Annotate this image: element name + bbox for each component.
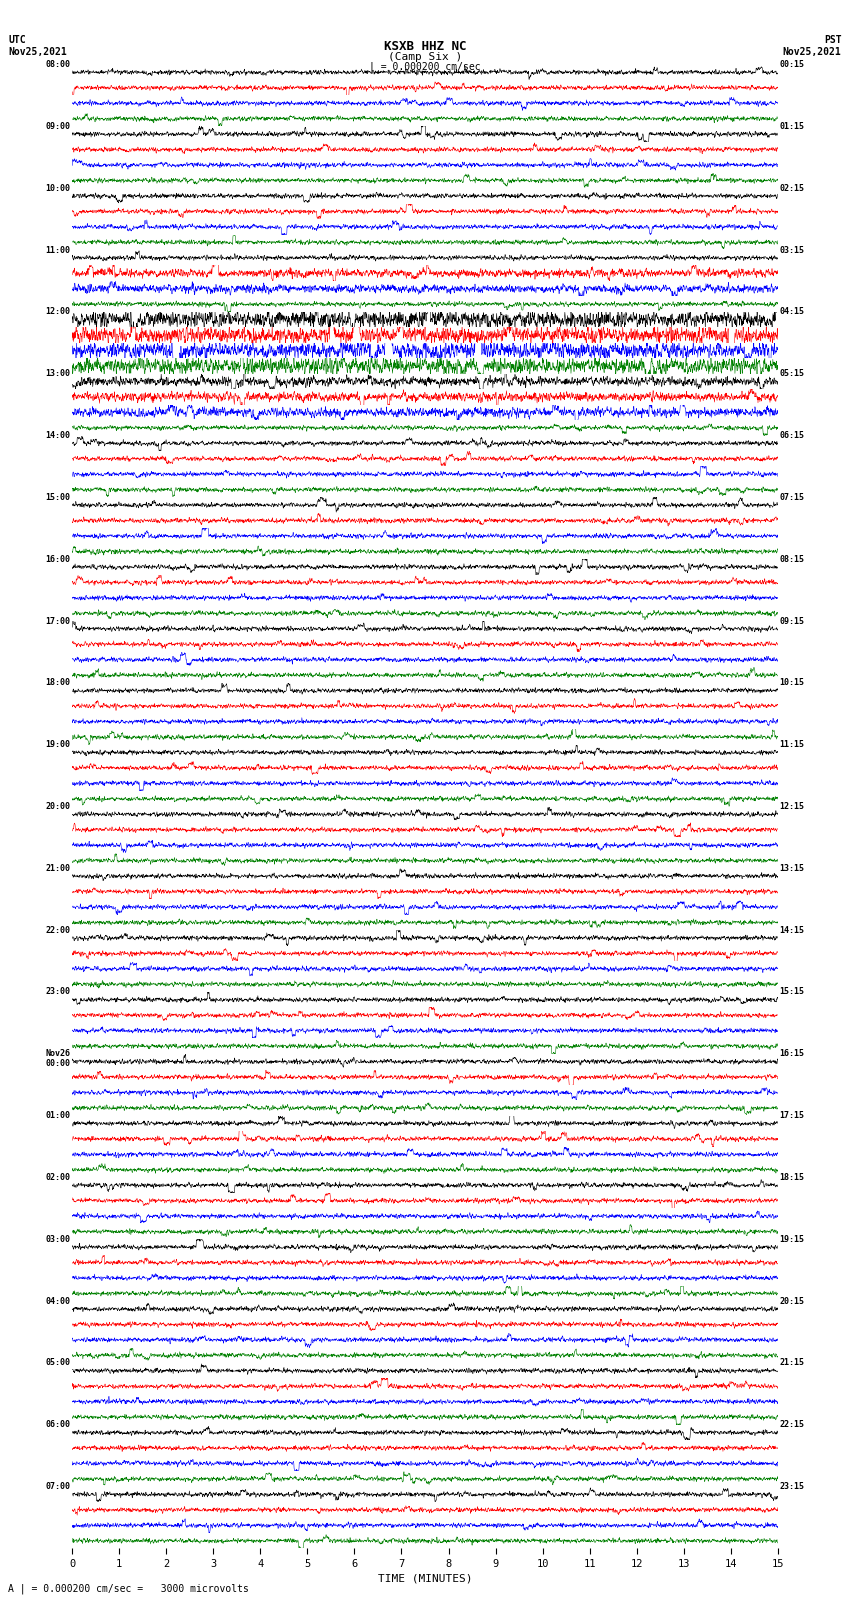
Text: 06:00: 06:00: [46, 1421, 71, 1429]
Text: 23:00: 23:00: [46, 987, 71, 997]
Text: 04:15: 04:15: [779, 308, 804, 316]
Text: 02:15: 02:15: [779, 184, 804, 192]
X-axis label: TIME (MINUTES): TIME (MINUTES): [377, 1573, 473, 1582]
Text: 17:00: 17:00: [46, 616, 71, 626]
Text: 00:00: 00:00: [46, 1058, 71, 1068]
Text: 07:00: 07:00: [46, 1482, 71, 1490]
Text: 10:00: 10:00: [46, 184, 71, 192]
Text: 11:00: 11:00: [46, 245, 71, 255]
Text: 06:15: 06:15: [779, 431, 804, 440]
Text: 12:15: 12:15: [779, 802, 804, 811]
Text: 19:15: 19:15: [779, 1236, 804, 1244]
Text: KSXB HHZ NC: KSXB HHZ NC: [383, 40, 467, 53]
Text: PST: PST: [824, 35, 842, 45]
Text: 03:00: 03:00: [46, 1236, 71, 1244]
Text: 08:15: 08:15: [779, 555, 804, 563]
Text: 13:15: 13:15: [779, 865, 804, 873]
Text: 12:00: 12:00: [46, 308, 71, 316]
Text: 07:15: 07:15: [779, 494, 804, 502]
Text: 05:15: 05:15: [779, 369, 804, 377]
Text: 15:15: 15:15: [779, 987, 804, 997]
Text: 09:15: 09:15: [779, 616, 804, 626]
Text: 20:00: 20:00: [46, 802, 71, 811]
Text: 23:15: 23:15: [779, 1482, 804, 1490]
Text: 21:00: 21:00: [46, 865, 71, 873]
Text: 20:15: 20:15: [779, 1297, 804, 1305]
Text: 14:00: 14:00: [46, 431, 71, 440]
Text: | = 0.000200 cm/sec: | = 0.000200 cm/sec: [369, 61, 481, 73]
Text: 09:00: 09:00: [46, 123, 71, 131]
Text: 16:15: 16:15: [779, 1050, 804, 1058]
Text: Nov25,2021: Nov25,2021: [8, 47, 67, 56]
Text: 13:00: 13:00: [46, 369, 71, 377]
Text: 03:15: 03:15: [779, 245, 804, 255]
Text: Nov25,2021: Nov25,2021: [783, 47, 842, 56]
Text: UTC: UTC: [8, 35, 26, 45]
Text: 02:00: 02:00: [46, 1173, 71, 1182]
Text: 01:15: 01:15: [779, 123, 804, 131]
Text: 15:00: 15:00: [46, 494, 71, 502]
Text: 17:15: 17:15: [779, 1111, 804, 1119]
Text: Nov26: Nov26: [46, 1050, 71, 1058]
Text: 00:15: 00:15: [779, 60, 804, 69]
Text: 22:00: 22:00: [46, 926, 71, 934]
Text: 18:00: 18:00: [46, 679, 71, 687]
Text: 08:00: 08:00: [46, 60, 71, 69]
Text: (Camp Six ): (Camp Six ): [388, 52, 462, 61]
Text: A | = 0.000200 cm/sec =   3000 microvolts: A | = 0.000200 cm/sec = 3000 microvolts: [8, 1582, 249, 1594]
Text: 11:15: 11:15: [779, 740, 804, 748]
Text: 19:00: 19:00: [46, 740, 71, 748]
Text: 14:15: 14:15: [779, 926, 804, 934]
Text: 04:00: 04:00: [46, 1297, 71, 1305]
Text: 05:00: 05:00: [46, 1358, 71, 1368]
Text: 16:00: 16:00: [46, 555, 71, 563]
Text: 10:15: 10:15: [779, 679, 804, 687]
Text: 22:15: 22:15: [779, 1421, 804, 1429]
Text: 01:00: 01:00: [46, 1111, 71, 1119]
Text: 18:15: 18:15: [779, 1173, 804, 1182]
Text: 21:15: 21:15: [779, 1358, 804, 1368]
